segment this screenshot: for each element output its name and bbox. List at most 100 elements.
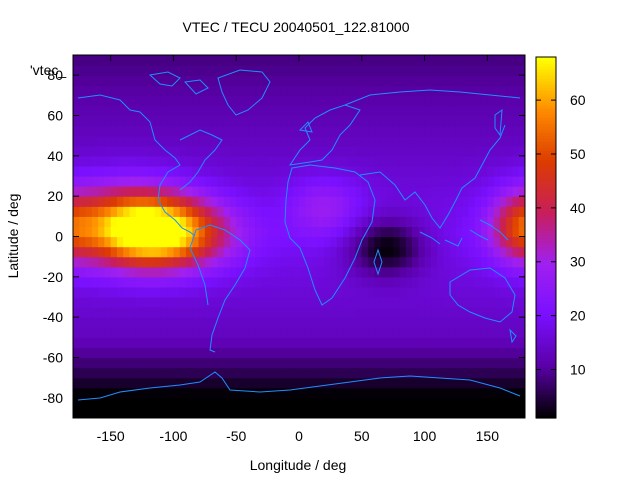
heatmap-cell [255,135,262,147]
heatmap-cell [129,135,137,147]
heatmap-cell [317,85,325,96]
heatmap-cell [85,266,93,278]
heatmap-cell [449,105,457,117]
heatmap-cell [98,155,105,167]
heatmap-cell [412,206,419,217]
heatmap-cell [386,145,394,157]
heatmap-cell [179,165,187,177]
heatmap-cell [506,186,514,197]
heatmap-cell [443,115,451,127]
heatmap-cell [242,145,250,157]
heatmap-cell [374,196,382,207]
heatmap-cell [393,317,401,328]
heatmap-cell [248,115,256,127]
heatmap-cell [393,397,401,409]
heatmap-cell [85,115,93,127]
heatmap-cell [305,155,313,167]
heatmap-cell [418,125,426,137]
heatmap-cell [317,397,325,409]
heatmap-cell [148,105,156,117]
heatmap-cell [474,206,482,217]
heatmap-cell [173,115,181,127]
heatmap-cell [368,145,375,157]
heatmap-cell [418,357,426,369]
heatmap-cell [236,216,244,228]
heatmap-cell [493,186,501,197]
heatmap-cell [349,246,357,258]
heatmap-cell [317,236,325,248]
heatmap-cell [79,307,87,318]
heatmap-cell [518,216,525,228]
heatmap-cell [493,347,501,359]
heatmap-cell [91,55,99,66]
colorbar-segment [536,393,556,398]
coastline-asia [344,89,521,229]
heatmap-cell [255,276,262,288]
heatmap-cell [380,105,388,117]
heatmap-cell [154,95,162,107]
heatmap-cell [311,337,319,349]
heatmap-cell [468,125,476,137]
heatmap-cell [449,337,457,349]
heatmap-cell [198,226,206,238]
heatmap-cell [412,115,419,127]
y-tick-label: 40 [47,148,63,164]
heatmap-cell [330,276,338,288]
heatmap-cell [110,65,118,76]
heatmap-cell [437,135,444,147]
heatmap-cell [518,337,525,349]
heatmap-cell [468,357,476,369]
heatmap-cell [167,347,175,359]
heatmap-cell [192,155,200,167]
heatmap-cell [91,115,99,127]
heatmap-cell [261,297,269,308]
heatmap-cell [261,256,269,268]
heatmap-cell [204,276,212,288]
heatmap-cell [167,196,175,207]
heatmap-cell [211,387,218,399]
heatmap-cell [481,256,488,268]
heatmap-cell [336,65,344,76]
heatmap-cell [487,387,495,399]
heatmap-cell [405,367,413,379]
heatmap-cell [405,297,413,308]
colorbar-segment [536,321,556,326]
heatmap-cell [135,397,143,409]
heatmap-cell [116,397,124,409]
heatmap-cell [311,367,319,379]
heatmap-cell [311,145,319,157]
heatmap-cell [73,377,80,389]
heatmap-cell [305,276,313,288]
heatmap-cell [361,307,369,318]
heatmap-cell [437,95,444,107]
heatmap-cell [317,75,325,86]
heatmap-cell [487,55,495,66]
heatmap-cell [179,236,187,248]
heatmap-cell [474,105,482,117]
heatmap-cell [204,286,212,298]
heatmap-cell [167,236,175,248]
heatmap-cell [229,327,237,338]
heatmap-cell [160,155,168,167]
heatmap-cell [154,317,162,328]
heatmap-cell [349,236,357,248]
heatmap-cell [449,327,457,338]
heatmap-cell [142,75,149,86]
heatmap-cell [386,236,394,248]
heatmap-cell [418,95,426,107]
heatmap-cell [317,387,325,399]
heatmap-cell [386,65,394,76]
colorbar-segment [536,390,556,395]
colorbar-segment [536,333,556,338]
heatmap-cell [255,65,262,76]
heatmap-cell [361,145,369,157]
heatmap-cell [449,276,457,288]
heatmap-cell [499,407,507,418]
heatmap-cell [418,115,426,127]
heatmap-cell [349,226,357,238]
heatmap-cell [79,387,87,399]
heatmap-cell [273,186,281,197]
colorbar-segment [536,90,556,94]
heatmap-cell [424,105,432,117]
heatmap-cell [223,135,231,147]
